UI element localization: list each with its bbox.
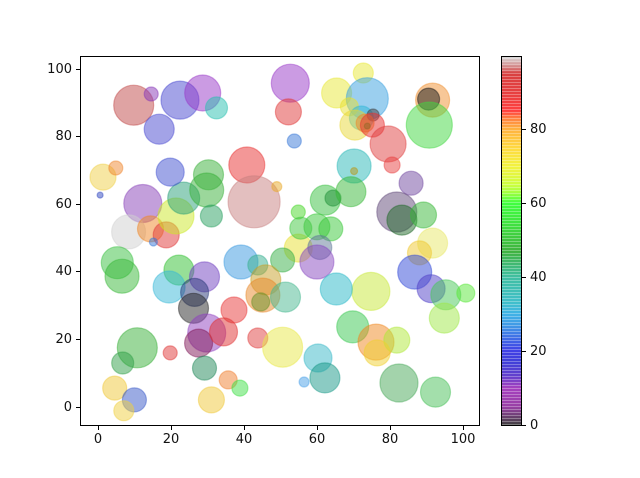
- bubble: [269, 281, 302, 313]
- x-tick-label: 60: [308, 432, 326, 447]
- bubble: [409, 201, 438, 229]
- bubble: [318, 216, 344, 242]
- colorbar-tick-label: 80: [530, 121, 547, 137]
- colorbar-tick-label: 60: [530, 195, 547, 211]
- y-tick-mark: [76, 136, 80, 138]
- colorbar-tick-label: 40: [530, 269, 547, 285]
- bubble: [143, 86, 159, 102]
- x-tick-label: 100: [450, 432, 476, 447]
- scatter-bubbles: [89, 62, 476, 422]
- bubble: [270, 247, 296, 273]
- bubble: [428, 302, 460, 334]
- bubble: [363, 339, 391, 367]
- bubble: [405, 101, 453, 149]
- colorbar-tick-mark: [522, 424, 526, 426]
- x-tick-mark: [462, 426, 464, 430]
- bubble: [274, 98, 302, 126]
- colorbar: [501, 56, 522, 426]
- bubble: [113, 84, 155, 126]
- bubble: [148, 237, 159, 247]
- colorbar-tick-mark: [522, 350, 526, 352]
- x-tick-mark: [243, 426, 245, 430]
- bubble: [102, 375, 128, 401]
- bubble: [456, 283, 476, 303]
- x-tick-mark: [316, 426, 318, 430]
- bubble: [289, 216, 313, 240]
- bubble: [231, 379, 249, 397]
- x-tick-label: 0: [93, 432, 103, 447]
- bubble: [204, 96, 229, 120]
- colorbar-tick-label: 20: [530, 343, 547, 359]
- y-tick-label: 0: [63, 399, 72, 415]
- bubble: [183, 328, 214, 358]
- bubble: [155, 157, 185, 187]
- x-tick-label: 40: [235, 432, 253, 447]
- bubble: [197, 386, 225, 414]
- bubble: [419, 376, 452, 408]
- colorbar-tick-mark: [522, 128, 526, 130]
- bubble: [398, 170, 424, 196]
- bubble: [379, 363, 419, 403]
- bubble: [96, 191, 104, 199]
- bubble: [199, 204, 223, 228]
- x-tick-label: 20: [162, 432, 180, 447]
- bubble: [383, 156, 401, 174]
- bubble: [271, 181, 283, 193]
- y-tick-label: 60: [55, 196, 72, 212]
- bubble: [335, 176, 367, 208]
- bubble: [350, 166, 359, 176]
- bubble: [189, 172, 225, 208]
- bubble: [319, 272, 353, 306]
- bubble: [143, 113, 175, 145]
- x-tick-mark: [97, 426, 99, 430]
- bubble: [383, 326, 411, 354]
- bubble: [262, 326, 304, 368]
- colorbar-tick-mark: [522, 202, 526, 204]
- x-tick-label: 80: [381, 432, 399, 447]
- bubble: [113, 400, 135, 422]
- bubble: [369, 125, 407, 163]
- y-tick-mark: [76, 338, 80, 340]
- y-tick-label: 20: [55, 331, 72, 347]
- y-tick-label: 80: [55, 129, 72, 145]
- bubble: [286, 133, 302, 149]
- bubble: [251, 292, 271, 312]
- bubble: [351, 271, 391, 311]
- y-tick-mark: [76, 203, 80, 205]
- bubble: [298, 376, 310, 388]
- y-tick-mark: [76, 271, 80, 273]
- bubble: [227, 175, 281, 229]
- bubble: [104, 258, 140, 294]
- bubble: [218, 370, 238, 390]
- x-tick-mark: [170, 426, 172, 430]
- bubble: [152, 270, 186, 304]
- bubble: [108, 160, 124, 176]
- bubble: [111, 351, 135, 375]
- bubble: [309, 362, 341, 394]
- colorbar-tick-mark: [522, 276, 526, 278]
- bubble: [299, 244, 335, 280]
- y-tick-label: 100: [47, 61, 72, 77]
- colorbar-tick-label: 0: [530, 417, 539, 433]
- bubble: [270, 63, 310, 103]
- y-tick-mark: [76, 406, 80, 408]
- bubble: [208, 317, 239, 347]
- x-tick-mark: [389, 426, 391, 430]
- y-tick-label: 40: [55, 264, 72, 280]
- bubble: [162, 345, 178, 361]
- bubble: [191, 355, 218, 381]
- y-tick-mark: [76, 68, 80, 70]
